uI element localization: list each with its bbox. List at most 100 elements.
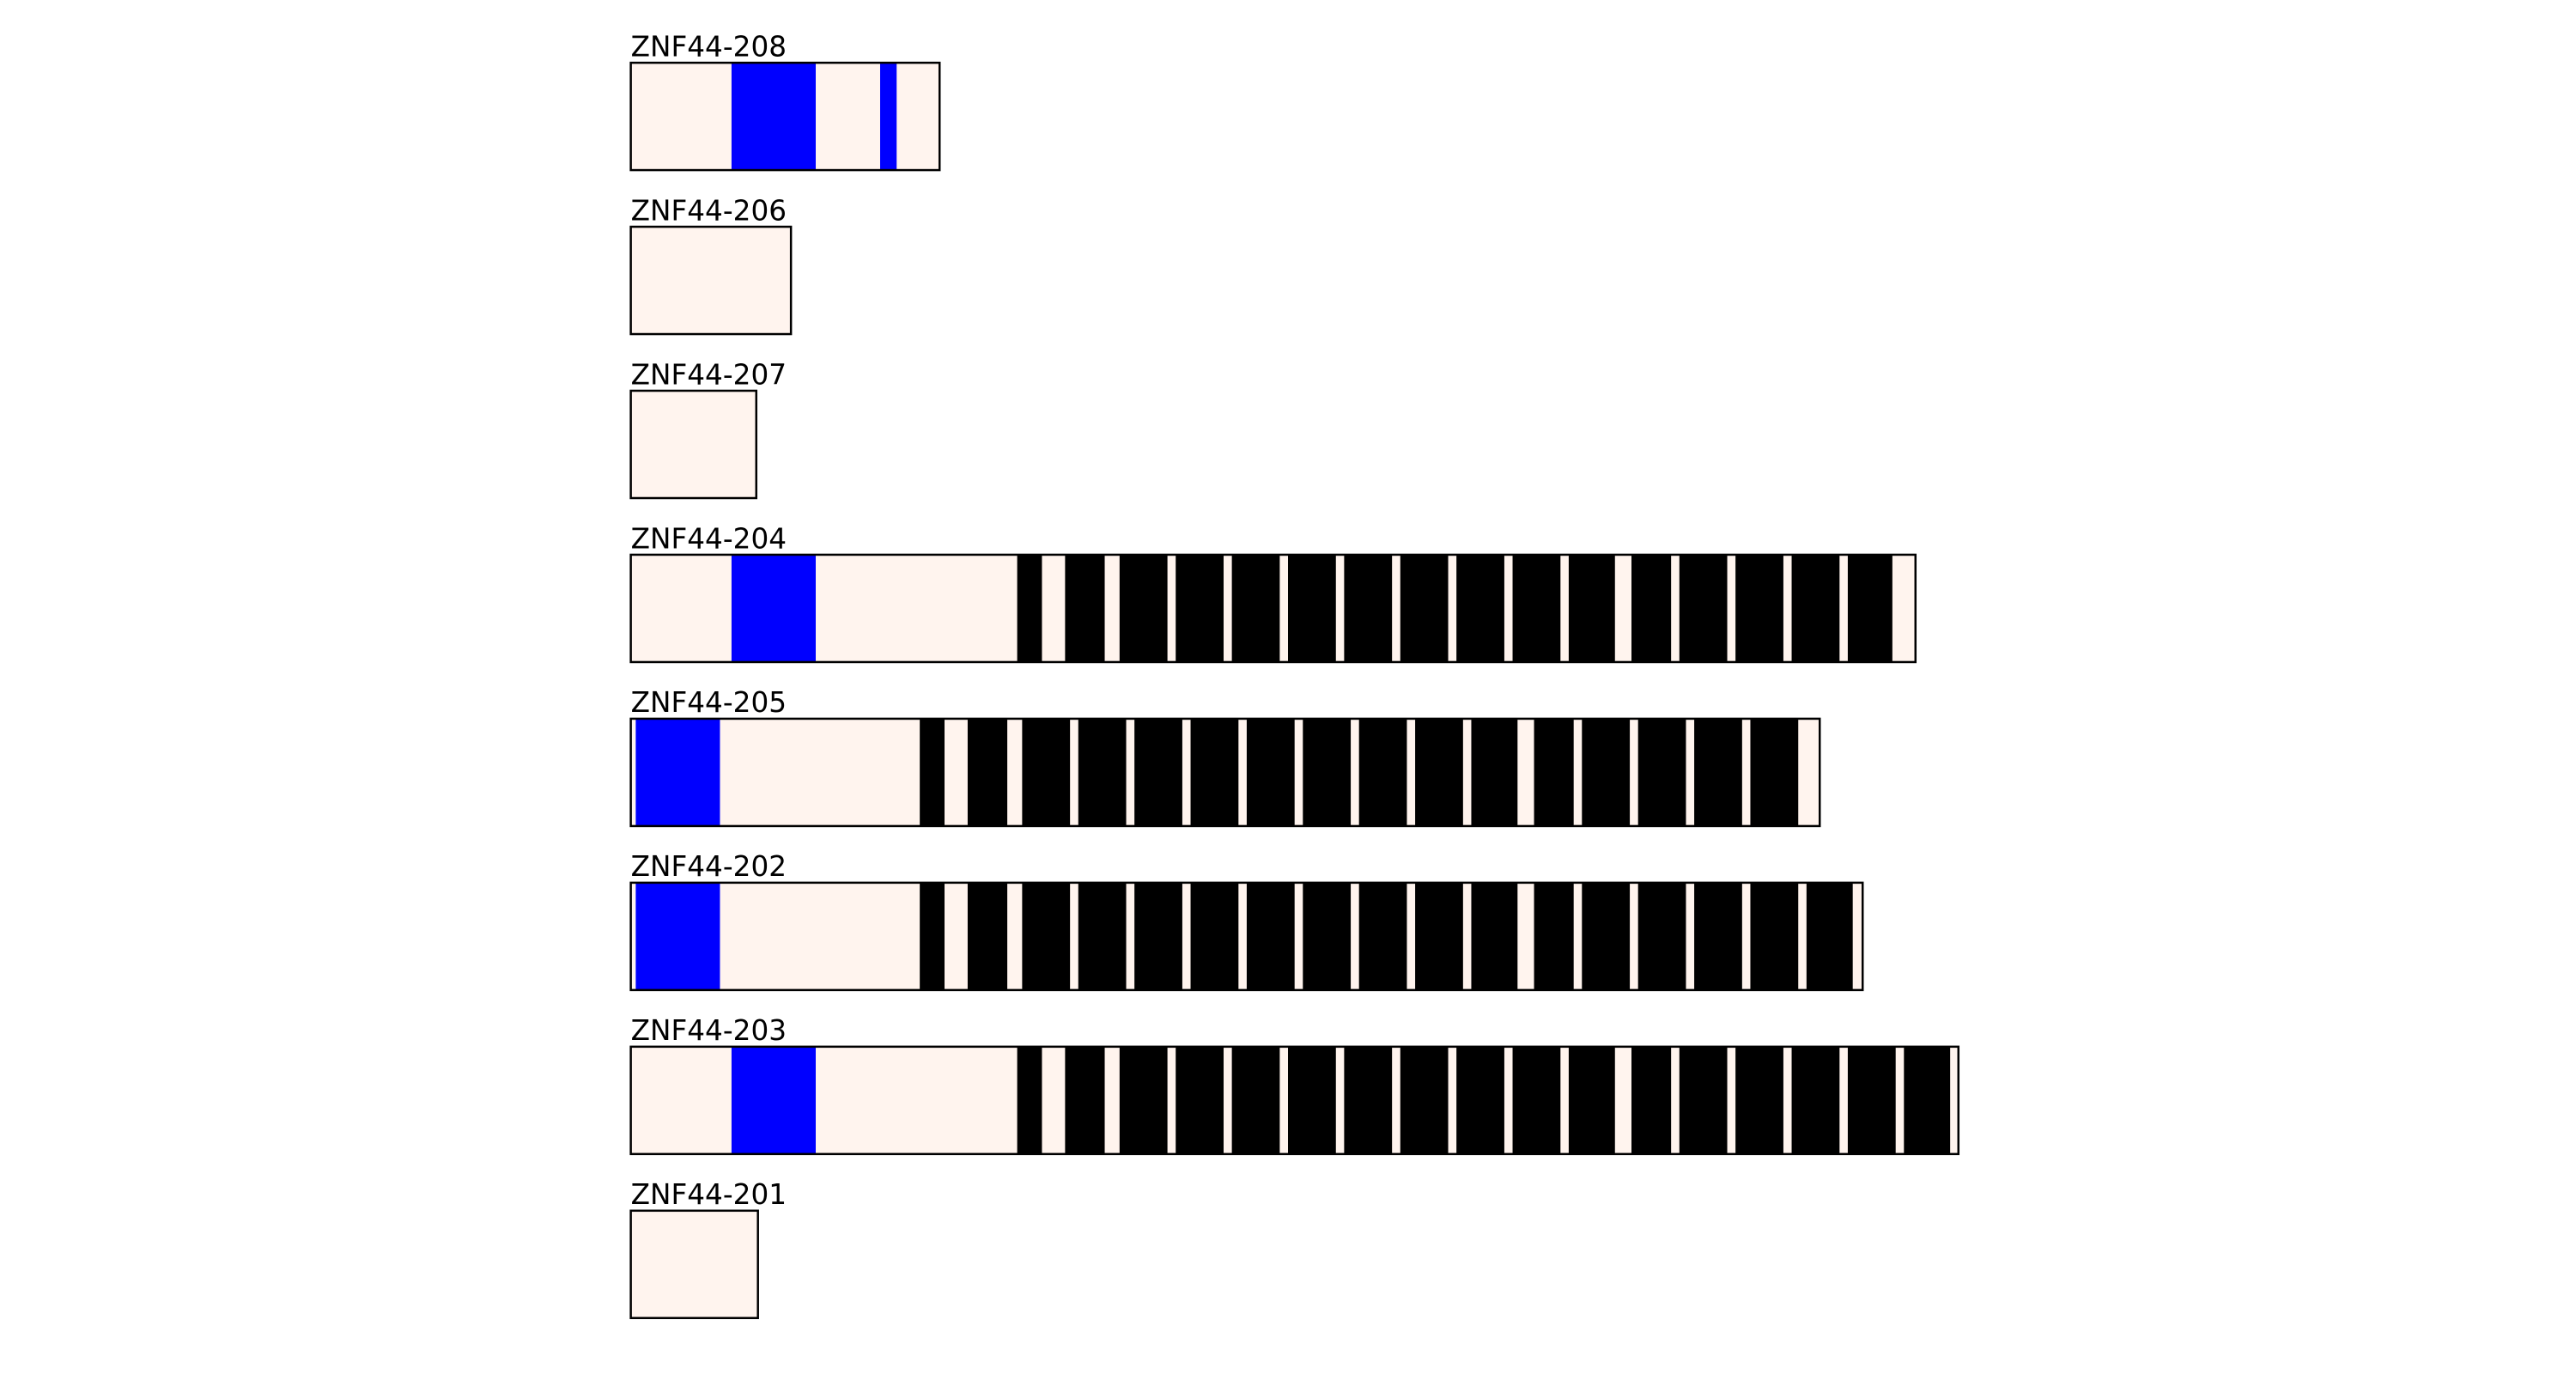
exon-block bbox=[1735, 554, 1783, 662]
exon-block bbox=[1065, 554, 1105, 662]
highlight-region bbox=[731, 1046, 816, 1154]
transcript-outline bbox=[629, 881, 1864, 992]
transcript-outline bbox=[629, 225, 793, 336]
highlight-region bbox=[731, 63, 816, 171]
exon-block bbox=[1176, 554, 1224, 662]
exon-block bbox=[1358, 718, 1407, 826]
exon-block bbox=[1303, 718, 1352, 826]
exon-block bbox=[1358, 882, 1407, 990]
transcript-label: ZNF44-204 bbox=[631, 522, 787, 555]
exon-block bbox=[1065, 1046, 1105, 1154]
exon-block bbox=[1679, 554, 1728, 662]
exon-block bbox=[1246, 718, 1295, 826]
transcript-label: ZNF44-207 bbox=[631, 358, 787, 391]
exon-block bbox=[1512, 554, 1561, 662]
exon-block bbox=[1119, 554, 1168, 662]
exon-block bbox=[1400, 1046, 1449, 1154]
exon-block bbox=[1582, 882, 1631, 990]
exon-block bbox=[1568, 554, 1615, 662]
exon-block bbox=[1190, 882, 1239, 990]
transcript-body bbox=[630, 1210, 758, 1318]
transcript-row: ZNF44-203 bbox=[629, 1014, 1960, 1156]
exon-block bbox=[1471, 882, 1518, 990]
exon-block bbox=[1534, 718, 1574, 826]
exon-block bbox=[967, 882, 1008, 990]
transcript-outline bbox=[629, 389, 758, 500]
exon-block bbox=[1534, 882, 1574, 990]
exon-block bbox=[1017, 554, 1042, 662]
exon-block bbox=[1791, 1046, 1840, 1154]
exon-block bbox=[1582, 718, 1631, 826]
exon-block bbox=[1344, 554, 1393, 662]
transcript-body bbox=[630, 391, 756, 498]
exon-block bbox=[967, 718, 1008, 826]
exon-block bbox=[1246, 882, 1295, 990]
exon-block bbox=[1512, 1046, 1561, 1154]
exon-block bbox=[1231, 1046, 1280, 1154]
exon-block bbox=[1190, 718, 1239, 826]
exon-block bbox=[1568, 1046, 1615, 1154]
exon-block bbox=[1134, 882, 1182, 990]
exon-block bbox=[1847, 1046, 1896, 1154]
exon-block bbox=[1904, 1046, 1951, 1154]
exon-block bbox=[920, 882, 945, 990]
highlight-region bbox=[635, 882, 720, 990]
transcript-row: ZNF44-208 bbox=[629, 30, 941, 172]
exon-block bbox=[1750, 882, 1799, 990]
transcript-label: ZNF44-206 bbox=[631, 194, 787, 227]
exon-block bbox=[1303, 882, 1352, 990]
exon-block bbox=[1679, 1046, 1728, 1154]
transcript-label: ZNF44-208 bbox=[631, 30, 787, 63]
exon-block bbox=[1017, 1046, 1042, 1154]
exon-block bbox=[1637, 718, 1686, 826]
transcript-row: ZNF44-205 bbox=[629, 686, 1821, 828]
transcript-body bbox=[630, 227, 792, 335]
exon-block bbox=[1637, 882, 1686, 990]
transcript-label: ZNF44-202 bbox=[631, 850, 787, 883]
exon-block bbox=[1400, 554, 1449, 662]
exon-block bbox=[1631, 554, 1672, 662]
exon-block bbox=[1791, 554, 1840, 662]
transcript-label: ZNF44-203 bbox=[631, 1014, 787, 1047]
exon-block bbox=[1631, 1046, 1672, 1154]
transcript-outline bbox=[629, 553, 1917, 664]
exon-block bbox=[1456, 554, 1504, 662]
highlight-region bbox=[880, 63, 897, 171]
highlight-region bbox=[635, 718, 720, 826]
exon-block bbox=[1176, 1046, 1224, 1154]
exon-block bbox=[1288, 554, 1336, 662]
transcript-label: ZNF44-205 bbox=[631, 686, 787, 719]
exon-block bbox=[1694, 718, 1742, 826]
exon-block bbox=[1119, 1046, 1168, 1154]
exon-block bbox=[920, 718, 945, 826]
exon-block bbox=[1134, 718, 1182, 826]
exon-block bbox=[1415, 718, 1463, 826]
exon-block bbox=[1022, 882, 1071, 990]
transcript-row: ZNF44-207 bbox=[629, 358, 787, 500]
exon-block bbox=[1078, 882, 1127, 990]
exon-block bbox=[1344, 1046, 1393, 1154]
exon-block bbox=[1022, 718, 1071, 826]
transcript-outline bbox=[629, 1209, 759, 1320]
exon-block bbox=[1415, 882, 1463, 990]
transcript-row: ZNF44-204 bbox=[629, 522, 1917, 664]
transcript-outline bbox=[629, 61, 941, 172]
transcript-row: ZNF44-206 bbox=[629, 194, 793, 336]
exon-block bbox=[1456, 1046, 1504, 1154]
transcript-label: ZNF44-201 bbox=[631, 1178, 787, 1211]
exon-block bbox=[1847, 554, 1893, 662]
transcript-outline bbox=[629, 1045, 1960, 1156]
exon-block bbox=[1471, 718, 1518, 826]
transcript-outline bbox=[629, 717, 1821, 828]
highlight-region bbox=[731, 554, 816, 662]
transcript-row: ZNF44-202 bbox=[629, 850, 1864, 992]
exon-block bbox=[1231, 554, 1280, 662]
exon-block bbox=[1288, 1046, 1336, 1154]
exon-block bbox=[1694, 882, 1742, 990]
exon-block bbox=[1806, 882, 1853, 990]
exon-block bbox=[1735, 1046, 1783, 1154]
transcript-row: ZNF44-201 bbox=[629, 1178, 787, 1320]
exon-block bbox=[1750, 718, 1799, 826]
exon-block bbox=[1078, 718, 1127, 826]
